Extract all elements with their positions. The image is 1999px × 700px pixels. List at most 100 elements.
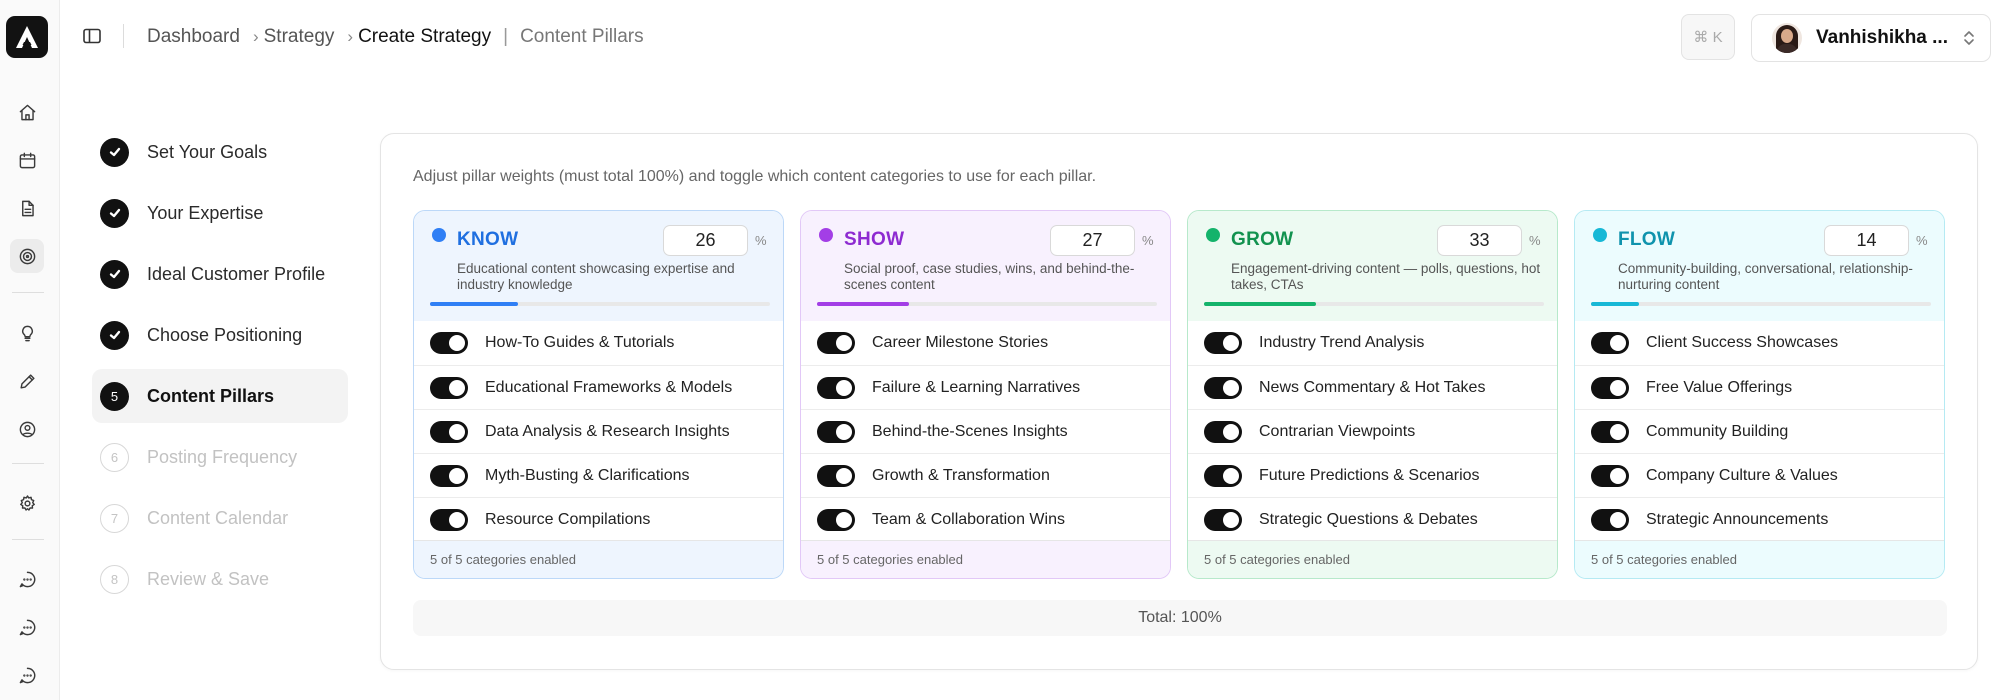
breadcrumb: Dashboard › Strategy › Create Strategy |… — [147, 26, 644, 48]
pillar-color-dot — [432, 228, 446, 242]
calendar-icon[interactable] — [10, 143, 44, 177]
breadcrumb-strategy[interactable]: Strategy — [263, 26, 335, 47]
rail-divider — [12, 539, 44, 540]
pillar-description: Social proof, case studies, wins, and be… — [844, 261, 1135, 292]
toggle-knob — [836, 511, 852, 528]
category-toggle[interactable] — [817, 508, 855, 531]
category-toggle[interactable] — [1591, 332, 1629, 354]
pillar-weight-fill — [430, 302, 519, 306]
breadcrumb-section: Content Pillars — [520, 26, 644, 47]
pen-icon[interactable] — [10, 364, 44, 398]
toggle-knob — [836, 423, 852, 440]
category-label: Client Success Showcases — [1646, 334, 1839, 351]
pillar-weight-input[interactable] — [1824, 225, 1909, 256]
category-label: How-To Guides & Tutorials — [485, 334, 675, 351]
category-label: Career Milestone Stories — [872, 334, 1049, 351]
category-row: Strategic Questions & Debates — [1188, 497, 1557, 541]
step-ideal-customer-profile[interactable]: Ideal Customer Profile — [92, 247, 348, 301]
category-toggle[interactable] — [817, 332, 855, 354]
category-toggle[interactable] — [430, 508, 468, 531]
chat-icon[interactable] — [10, 562, 44, 596]
sidebar-toggle-icon[interactable] — [82, 26, 102, 46]
step-choose-positioning[interactable]: Choose Positioning — [92, 308, 348, 362]
pillar-weight-input[interactable] — [1050, 225, 1135, 256]
lightbulb-icon[interactable] — [10, 316, 44, 350]
category-toggle[interactable] — [1204, 376, 1242, 399]
step-number: 8 — [100, 564, 129, 594]
category-label: Company Culture & Values — [1646, 466, 1838, 484]
category-row: Free Value Offerings — [1575, 365, 1944, 409]
pillar-header: GROW% Engagement-driving content — polls,… — [1188, 211, 1557, 321]
step-number: 6 — [100, 442, 129, 472]
chat-icon[interactable] — [10, 610, 44, 644]
target-icon[interactable] — [10, 239, 44, 273]
breadcrumb-create-strategy[interactable]: Create Strategy — [358, 26, 492, 47]
category-toggle[interactable] — [817, 464, 855, 487]
category-label: Data Analysis & Research Insights — [485, 422, 730, 440]
category-row: Client Success Showcases — [1575, 321, 1944, 365]
gear-icon[interactable] — [10, 486, 44, 520]
category-toggle[interactable] — [1591, 464, 1629, 487]
home-icon[interactable] — [10, 95, 44, 129]
category-row: Growth & Transformation — [801, 453, 1170, 497]
app-logo[interactable] — [6, 16, 48, 58]
category-toggle[interactable] — [430, 332, 468, 354]
pillar-weight-input[interactable] — [1437, 225, 1522, 256]
category-label: Industry Trend Analysis — [1259, 334, 1425, 351]
chevron-right-icon: › — [252, 27, 259, 46]
category-list: Client Success Showcases Free Value Offer… — [1575, 321, 1944, 541]
chat-icon[interactable] — [10, 658, 44, 692]
step-your-expertise[interactable]: Your Expertise — [92, 186, 348, 240]
step-review-save[interactable]: 8 Review & Save — [92, 552, 348, 606]
toggle-knob — [836, 379, 852, 396]
category-toggle[interactable] — [1204, 420, 1242, 443]
rail-divider — [12, 463, 44, 464]
category-row: Future Predictions & Scenarios — [1188, 453, 1557, 497]
category-row: Failure & Learning Narratives — [801, 365, 1170, 409]
category-label: News Commentary & Hot Takes — [1259, 378, 1486, 396]
category-toggle[interactable] — [430, 464, 468, 487]
category-toggle[interactable] — [817, 420, 855, 443]
step-label: Choose Positioning — [147, 324, 303, 345]
category-toggle[interactable] — [430, 376, 468, 399]
user-circle-icon[interactable] — [10, 412, 44, 446]
check-icon — [100, 137, 129, 167]
step-content-calendar[interactable]: 7 Content Calendar — [92, 491, 348, 545]
document-icon[interactable] — [10, 191, 44, 225]
pillar-flow: FLOW%Community-building, conversational,… — [1574, 210, 1945, 579]
user-menu-button[interactable]: Vanhishikha ... — [1751, 14, 1991, 62]
check-icon — [100, 259, 129, 289]
command-shortcut-button[interactable]: ⌘ K — [1681, 14, 1735, 60]
step-label: Ideal Customer Profile — [147, 263, 326, 284]
toggle-knob — [449, 423, 465, 440]
breadcrumb-separator: | — [503, 26, 509, 47]
category-toggle[interactable] — [1591, 376, 1629, 399]
category-toggle[interactable] — [817, 376, 855, 399]
toggle-knob — [1610, 423, 1626, 440]
pillar-header: SHOW% Social proof, case studies, wins, a… — [801, 211, 1170, 321]
category-row: Myth-Busting & Clarifications — [414, 453, 783, 497]
step-posting-frequency[interactable]: 6 Posting Frequency — [92, 430, 348, 484]
wizard-steps: Set Your Goals Your Expertise Ideal Custom… — [92, 125, 348, 613]
pillar-header: FLOW%Community-building, conversational,… — [1575, 211, 1944, 321]
toggle-knob — [1223, 467, 1239, 484]
pillars-intro: Adjust pillar weights (must total 100%) … — [413, 168, 1097, 185]
step-content-pillars[interactable]: 5 Content Pillars — [92, 369, 348, 423]
category-toggle[interactable] — [1591, 508, 1629, 531]
step-label: Posting Frequency — [147, 446, 298, 467]
step-set-your-goals[interactable]: Set Your Goals — [92, 125, 348, 179]
category-row: Contrarian Viewpoints — [1188, 409, 1557, 453]
category-list: Career Milestone Stories Failure & Learni… — [801, 321, 1170, 541]
category-toggle[interactable] — [1204, 332, 1242, 354]
category-toggle[interactable] — [1204, 508, 1242, 531]
category-toggle[interactable] — [1591, 420, 1629, 443]
category-toggle[interactable] — [1204, 464, 1242, 487]
avatar — [1772, 23, 1802, 53]
category-row: Data Analysis & Research Insights — [414, 409, 783, 453]
breadcrumb-dashboard[interactable]: Dashboard — [147, 26, 240, 47]
pillar-weight-input[interactable] — [663, 225, 748, 256]
total-weight: Total: 100% — [413, 600, 1947, 636]
step-number: 5 — [100, 381, 129, 411]
step-label: Content Calendar — [147, 507, 289, 528]
category-toggle[interactable] — [430, 420, 468, 443]
